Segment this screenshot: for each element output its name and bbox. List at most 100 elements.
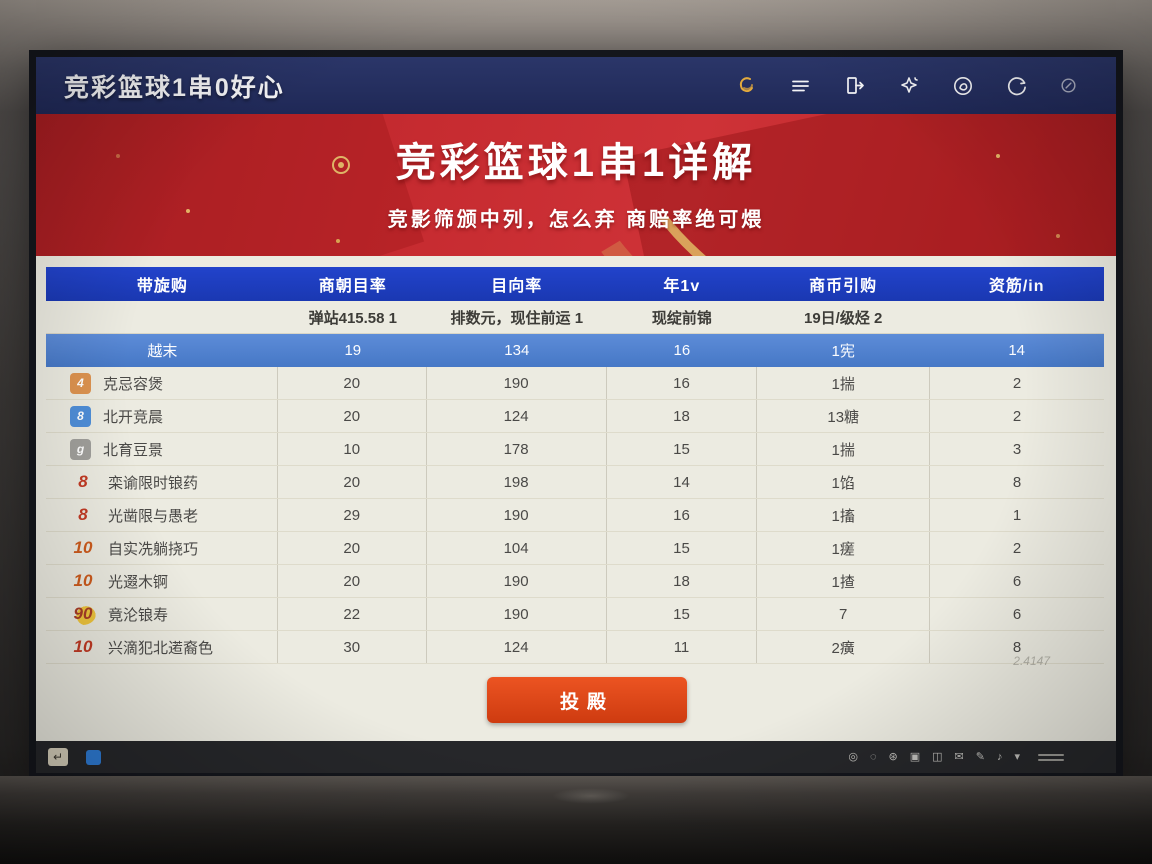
tray-asterisk-circle-icon[interactable]: ⊛ [888, 750, 898, 763]
cell-value: 20 [278, 400, 427, 432]
rank-badge-icon: g [70, 438, 91, 460]
taskbar-app-return-icon[interactable]: ↵ [48, 748, 68, 766]
cell-value: 3 [1012, 440, 1022, 458]
column-header: 目向率 [491, 278, 543, 295]
tray-pen-icon[interactable]: ✎ [975, 750, 985, 763]
taskbar-app-blue-icon[interactable] [86, 749, 101, 765]
cell-value: 2 [1012, 407, 1022, 425]
cell-value: 1宪 [831, 343, 855, 360]
cell-value: 19 [344, 342, 362, 359]
app-title: 竞彩篮球1串0好心 [64, 73, 285, 102]
table-row[interactable]: g 北育豆景 10 178 15 1揣 3 [46, 433, 1104, 466]
refresh-circle-icon[interactable] [1005, 74, 1029, 98]
row-label: 光逫木锕 [108, 573, 169, 591]
table-row[interactable]: 90 竟沦锒寿 22 190 15 7 6 [46, 598, 1104, 631]
main-content: 带旋购 商朝目率 目向率 年1v 商币引购 资筋/in 弹站415.58 1 排… [36, 256, 1116, 740]
cell-value: 1搐 [757, 499, 931, 531]
cell-value: 6 [1012, 605, 1022, 623]
windows-taskbar: ↵ ◎ ◌ ⊛ ▣ ◫ ✉ ✎ ♪ ▾ [36, 741, 1116, 773]
highlighted-row[interactable]: 越末 19 134 16 1宪 14 [46, 334, 1104, 367]
cell-value: 1揣 [757, 367, 931, 399]
taskbar-tray: ◎ ◌ ⊛ ▣ ◫ ✉ ✎ ♪ ▾ [848, 750, 1064, 763]
rank-number: 10 [73, 637, 93, 656]
cell-value: 18 [607, 400, 758, 432]
tray-window-icon[interactable]: ◫ [932, 750, 943, 763]
cell-value: 16 [673, 342, 691, 359]
cell-value: 8 [1012, 638, 1022, 656]
cell-value: 104 [427, 532, 607, 564]
tray-dotted-circle-icon[interactable]: ◌ [869, 750, 877, 763]
cell-value: 134 [504, 342, 530, 359]
table-row[interactable]: 8 光凿限与愚老 29 190 16 1搐 1 [46, 499, 1104, 532]
taskbar-left: ↵ [48, 748, 101, 766]
row-label: 克忌容煲 [103, 375, 164, 393]
table-subheader-row: 弹站415.58 1 排数元，现住前运 1 现绽前锦 19日/级烃 2 [46, 301, 1104, 334]
column-header: 商币引购 [809, 278, 878, 295]
brand-logo-icon[interactable] [735, 74, 759, 98]
column-header: 商朝目率 [318, 278, 387, 295]
cell-value: 13糖 [757, 400, 931, 432]
help-circle-icon[interactable] [1059, 76, 1078, 95]
tray-mail-icon[interactable]: ✉ [954, 750, 964, 763]
cell-value: 16 [607, 367, 758, 399]
cell-value: 20 [278, 367, 427, 399]
cell-value: 1瘥 [757, 532, 931, 564]
tray-eye-icon[interactable]: ◎ [848, 750, 858, 763]
cell-value: 2 [1012, 374, 1022, 392]
taskbar-clock-area[interactable] [1038, 753, 1064, 761]
laptop-screen: 竞彩篮球1串0好心 [36, 57, 1116, 773]
row-label: 北育豆景 [103, 441, 164, 459]
laptop-deck [0, 776, 1152, 864]
cell-value: 30 [278, 631, 427, 663]
cell-value: 1 [1012, 506, 1022, 524]
stats-table: 带旋购 商朝目率 目向率 年1v 商币引购 资筋/in 弹站415.58 1 排… [46, 267, 1104, 664]
cell-value: 14 [1008, 342, 1026, 359]
table-row[interactable]: 8 栾谕限时锒药 20 198 14 1馅 8 [46, 466, 1104, 499]
cell-value: 6 [1012, 572, 1022, 590]
cell-value: 190 [427, 598, 607, 630]
table-row[interactable]: 10 兴滴犯北逽裔色 30 124 11 2癀 8 [46, 631, 1104, 664]
exit-door-icon[interactable] [843, 74, 867, 98]
magic-star-icon[interactable] [897, 74, 921, 98]
bet-button[interactable]: 投殿 [487, 677, 687, 723]
row-label: 竟沦锒寿 [108, 606, 169, 624]
menu-icon[interactable] [789, 74, 813, 98]
cell-value: 190 [427, 565, 607, 597]
cell-value: 29 [278, 499, 427, 531]
cell-value: 2癀 [757, 631, 931, 663]
rank-number: 8 [78, 505, 88, 524]
laptop-brand-logo [552, 788, 630, 804]
cell-value: 198 [427, 466, 607, 498]
table-row[interactable]: 4 克忌容煲 20 190 16 1揣 2 [46, 367, 1104, 400]
column-header: 带旋购 [136, 278, 188, 295]
cell-value: 14 [607, 466, 758, 498]
cell-value: 20 [278, 565, 427, 597]
cell-value: 1揸 [757, 565, 931, 597]
table-row[interactable]: 10 自实冼躺挠巧 20 104 15 1瘥 2 [46, 532, 1104, 565]
row-label: 栾谕限时锒药 [108, 474, 199, 492]
tray-grid-icon[interactable]: ▣ [909, 750, 921, 763]
rank-badge-icon: 4 [70, 372, 91, 394]
cell-value: 1馅 [757, 466, 931, 498]
subheader-cell: 现绽前锦 [651, 309, 712, 327]
tray-sound-icon[interactable]: ♪ [996, 750, 1003, 763]
cell-value: 15 [607, 433, 758, 465]
rank-number: 8 [78, 472, 88, 491]
titlebar-icon-group [735, 74, 1078, 98]
cell-value: 15 [607, 532, 758, 564]
banner-title: 竞彩篮球1串1详解 [395, 141, 757, 185]
tray-chevron-icon[interactable]: ▾ [1014, 750, 1020, 763]
cell-value: 190 [427, 499, 607, 531]
cell-value: 20 [278, 532, 427, 564]
cell-value: 18 [607, 565, 758, 597]
hero-banner: 竞彩篮球1串1详解 竞影筛颁中列，怎么弃 商赔率绝可煨 [36, 114, 1116, 256]
badge-circle-icon[interactable] [951, 74, 975, 98]
subheader-cell: 19日/级烃 2 [803, 309, 883, 327]
cell-value: 8 [1012, 473, 1022, 491]
table-row[interactable]: 10 光逫木锕 20 190 18 1揸 6 [46, 565, 1104, 598]
rank-number: 10 [73, 538, 93, 557]
cell-value: 15 [607, 598, 758, 630]
subheader-cell: 弹站415.58 1 [308, 309, 397, 327]
table-row[interactable]: 8 北开竞晨 20 124 18 13糖 2 [46, 400, 1104, 433]
cell-value: 124 [427, 400, 607, 432]
